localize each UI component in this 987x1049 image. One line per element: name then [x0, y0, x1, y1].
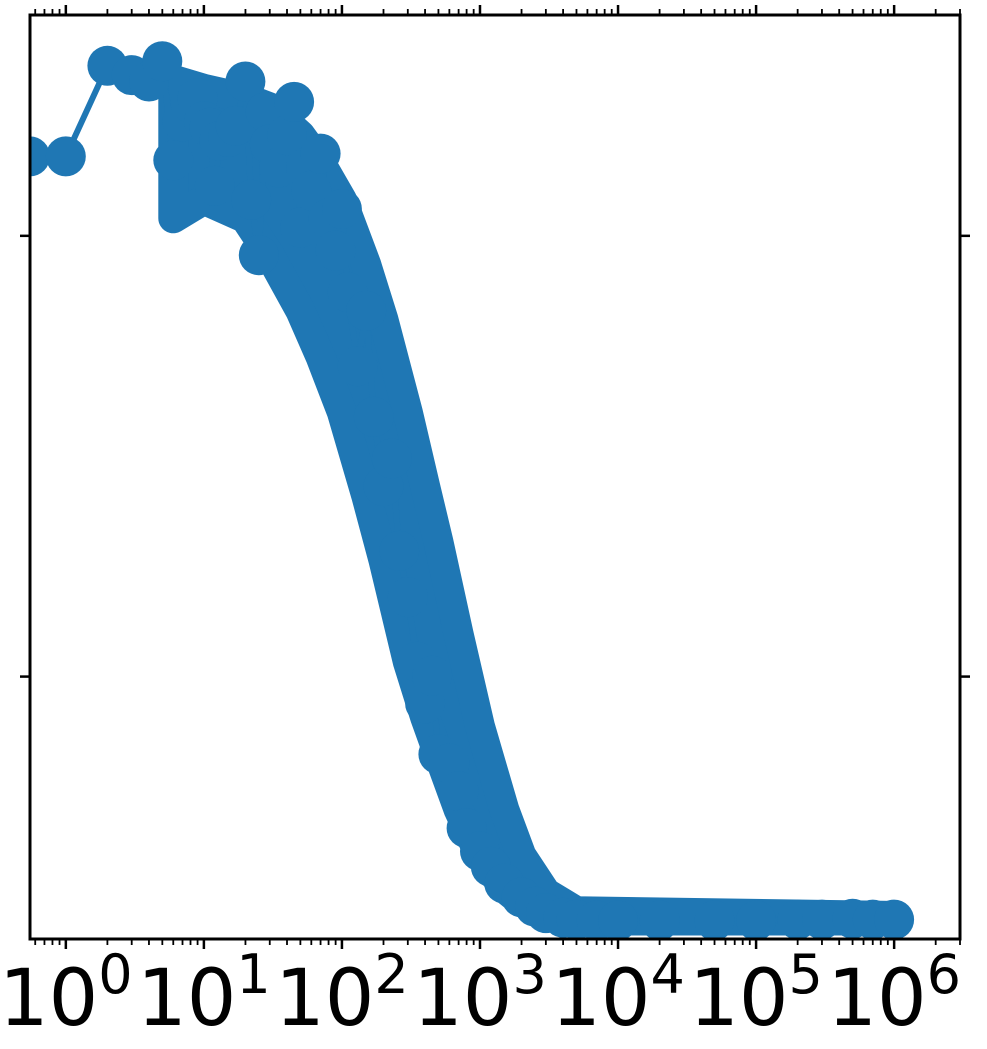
- data-point: [736, 900, 777, 939]
- x-tick-label: 103: [413, 943, 547, 1044]
- data-point: [267, 115, 307, 156]
- x-tick-label: 102: [275, 943, 409, 1044]
- data-point: [639, 900, 680, 939]
- data-point: [300, 133, 341, 174]
- data-point: [379, 530, 420, 571]
- data-point: [238, 235, 279, 276]
- x-tick-label: 101: [137, 943, 271, 1044]
- x-tick-label: 105: [689, 943, 823, 1044]
- x-tick-label: 100: [0, 943, 133, 1044]
- data-point: [438, 771, 479, 812]
- scatter-band: [158, 64, 910, 936]
- data-point: [874, 899, 915, 939]
- data-point: [215, 105, 256, 146]
- data-point: [225, 61, 266, 102]
- data-point: [412, 655, 453, 696]
- axis-ticks: [20, 5, 970, 949]
- data-point: [387, 577, 428, 618]
- data-point: [142, 41, 183, 82]
- x-tick-labels: 100 101 102 103 104 105 106: [0, 943, 961, 1044]
- data-point: [274, 81, 315, 122]
- data-point: [353, 396, 394, 437]
- data-point: [30, 136, 50, 177]
- data-point: [315, 230, 356, 271]
- data-point: [45, 136, 86, 177]
- data-point: [337, 346, 378, 387]
- data-point: [371, 438, 412, 479]
- data-point: [231, 179, 272, 220]
- x-tick-label: 106: [827, 943, 961, 1044]
- x-tick-label: 104: [551, 943, 685, 1044]
- data-point: [802, 899, 842, 939]
- data-point: [153, 140, 194, 181]
- data-point: [346, 290, 387, 331]
- data-point: [598, 900, 638, 939]
- data-point: [694, 900, 735, 939]
- data-point: [194, 165, 235, 206]
- axes-frame: [28, 13, 962, 941]
- plot-area: [30, 41, 915, 939]
- data-point: [321, 189, 362, 229]
